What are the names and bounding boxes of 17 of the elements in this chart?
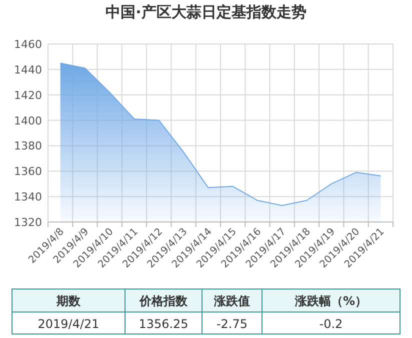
y-tick-label: 1400	[14, 114, 42, 128]
y-tick-label: 1460	[14, 38, 42, 51]
y-tick-label: 1380	[14, 140, 42, 153]
text: 1356.25	[138, 317, 188, 331]
y-tick-label: 1420	[14, 88, 42, 102]
y-tick-label: 1340	[14, 190, 42, 204]
y-tick-label: 1440	[14, 63, 42, 76]
text: -0.2	[319, 317, 343, 331]
y-tick-label: 1320	[14, 216, 42, 229]
text: -2.75	[216, 317, 248, 331]
text: 涨跌值	[213, 294, 250, 308]
y-tick-label: 1360	[14, 165, 42, 178]
text: 涨跌幅（%）	[294, 294, 368, 308]
text: 价格指数	[138, 294, 188, 308]
text: 期数	[56, 294, 82, 308]
chart-title: 中国·产区大蒜日定基指数走势	[106, 3, 306, 21]
text: 2019/4/21	[38, 317, 100, 331]
